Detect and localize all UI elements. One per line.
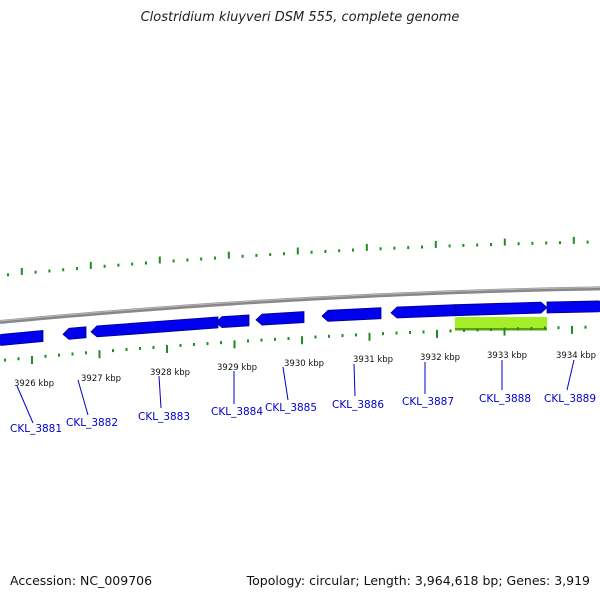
gene-label-leader [353,363,356,397]
gene-arrow-ckl-3887[interactable] [390,304,456,319]
gene-label-ckl-3887[interactable]: CKL_3887 [402,396,454,408]
kbp-label: 3934 kbp [556,351,596,361]
gene-arrow-ckl-3883[interactable] [90,316,219,338]
gene-arrow-ckl-3889[interactable] [546,300,600,314]
kbp-label: 3931 kbp [353,355,393,365]
gene-label-ckl-3889[interactable]: CKL_3889 [544,393,596,405]
gene-label-ckl-3885[interactable]: CKL_3885 [265,402,317,414]
gene-label-ckl-3884[interactable]: CKL_3884 [211,406,263,418]
inner-tick-track [4,325,587,365]
gene-arrow-ckl-3882[interactable] [62,326,87,340]
gene-label-leader [158,375,162,409]
gene-label-ckl-3882[interactable]: CKL_3882 [66,417,118,429]
gene-arrow-ckl-3884[interactable] [215,314,250,329]
kbp-label: 3930 kbp [284,359,324,369]
highlight-bar[interactable] [455,317,547,328]
gene-label-leader [77,379,89,416]
kbp-label: 3928 kbp [150,368,190,378]
gene-arrow-ckl-3881[interactable] [0,330,44,346]
genome-title: Clostridium kluyveri DSM 555, complete g… [140,10,460,25]
gene-labels: CKL_3881 CKL_3882 CKL_3883 CKL_3884 CKL_3885… [10,359,596,435]
backbone-highlight [0,286,600,322]
gene-arrow-ckl-3888[interactable] [454,301,548,317]
gene-label-leader [16,385,34,424]
highlight-track [455,317,547,331]
accession-text: Accession: NC_009706 [10,573,153,588]
gene-label-leader [566,359,575,391]
gene-label-ckl-3888[interactable]: CKL_3888 [479,393,531,405]
genome-backbone [0,286,600,324]
gene-arrow-ckl-3886[interactable] [321,307,382,322]
highlight-bar-shadow [455,328,547,331]
genome-summary-text: Topology: circular; Length: 3,964,618 bp… [246,573,590,588]
kbp-label: 3926 kbp [14,379,54,389]
kbp-label: 3929 kbp [217,363,257,373]
gene-label-ckl-3886[interactable]: CKL_3886 [332,399,384,411]
backbone-line [0,286,600,324]
gene-label-leader [282,366,289,401]
gene-label-ckl-3883[interactable]: CKL_3883 [138,411,190,423]
gene-track [0,300,600,346]
gene-label-ckl-3881[interactable]: CKL_3881 [10,423,62,435]
kbp-label: 3932 kbp [420,353,460,363]
gene-arrow-ckl-3885[interactable] [255,311,305,326]
outer-tick-track [7,236,589,277]
kbp-scale: 3926 kbp 3927 kbp 3928 kbp 3929 kbp 3930 kbp… [14,351,596,389]
kbp-label: 3927 kbp [81,374,121,384]
kbp-label: 3933 kbp [487,351,527,361]
